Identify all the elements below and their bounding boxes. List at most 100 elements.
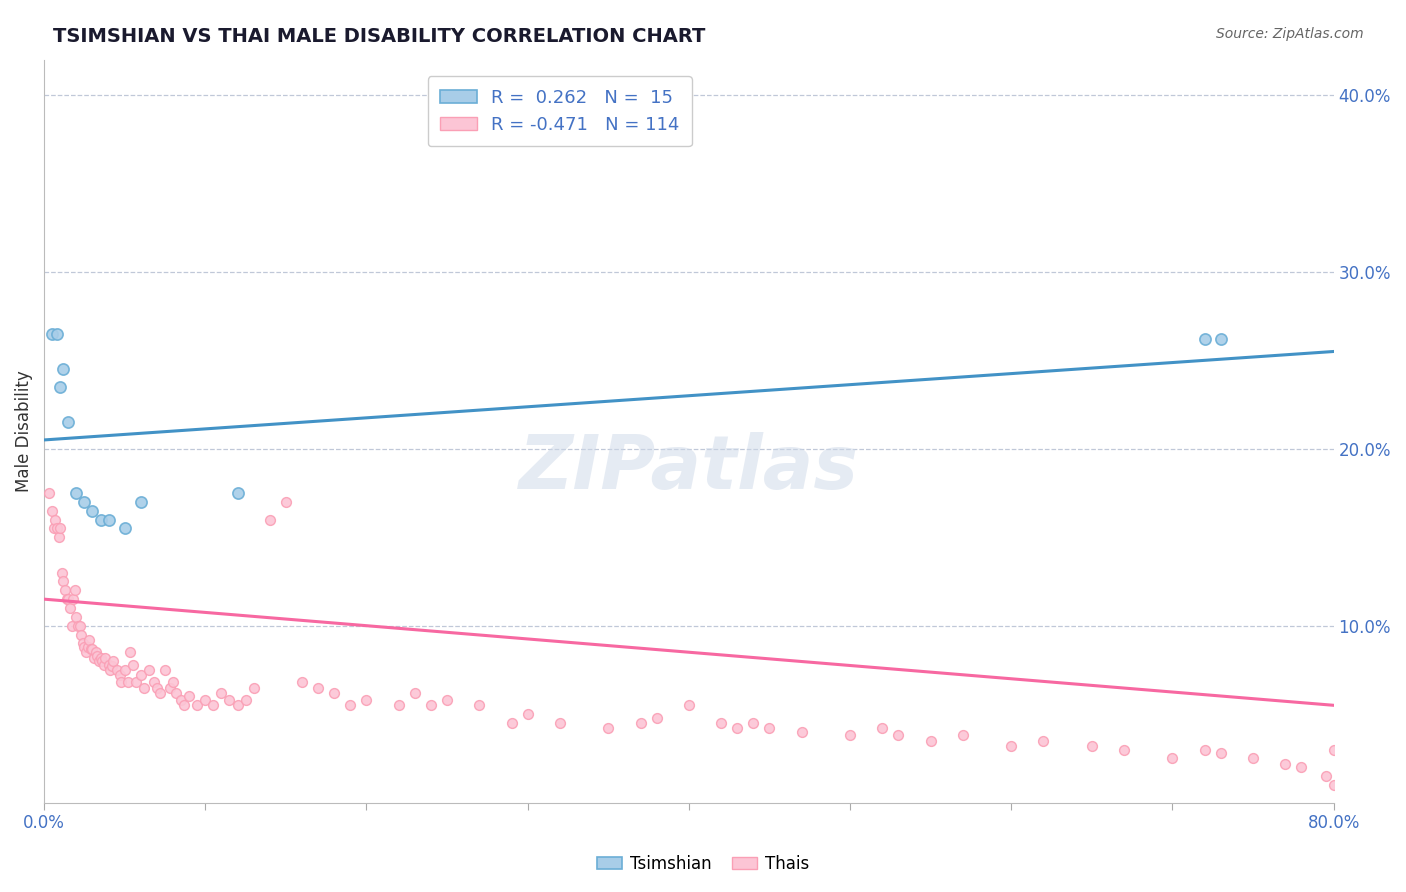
Point bbox=[38, 486, 60, 500]
Point bbox=[1323, 778, 1346, 792]
Point bbox=[468, 698, 491, 713]
Point bbox=[242, 681, 264, 695]
Point bbox=[75, 645, 97, 659]
Point bbox=[48, 530, 70, 544]
Point bbox=[186, 698, 208, 713]
Point bbox=[259, 512, 281, 526]
Point bbox=[356, 693, 378, 707]
Legend: R =  0.262   N =  15, R = -0.471   N = 114: R = 0.262 N = 15, R = -0.471 N = 114 bbox=[427, 76, 692, 146]
Point bbox=[129, 495, 152, 509]
Point bbox=[110, 675, 132, 690]
Point bbox=[60, 618, 83, 632]
Point bbox=[202, 698, 225, 713]
Point bbox=[82, 641, 104, 656]
Point bbox=[1081, 739, 1104, 753]
Point bbox=[339, 698, 361, 713]
Point bbox=[1032, 733, 1054, 747]
Point bbox=[153, 663, 176, 677]
Point bbox=[1315, 769, 1337, 783]
Point bbox=[388, 698, 411, 713]
Point bbox=[1209, 332, 1232, 346]
Point bbox=[1274, 756, 1296, 771]
Point bbox=[44, 512, 66, 526]
Point bbox=[170, 693, 193, 707]
Point bbox=[404, 686, 426, 700]
Point bbox=[887, 728, 910, 742]
Text: Source: ZipAtlas.com: Source: ZipAtlas.com bbox=[1216, 27, 1364, 41]
Point bbox=[70, 627, 93, 641]
Point bbox=[165, 686, 187, 700]
Point bbox=[118, 645, 141, 659]
Point bbox=[117, 675, 139, 690]
Point bbox=[84, 645, 107, 659]
Point bbox=[46, 326, 69, 341]
Point bbox=[82, 504, 104, 518]
Point bbox=[73, 495, 96, 509]
Point bbox=[87, 654, 110, 668]
Point bbox=[1161, 751, 1184, 765]
Point bbox=[46, 521, 69, 535]
Point bbox=[65, 486, 87, 500]
Point bbox=[235, 693, 257, 707]
Point bbox=[129, 668, 152, 682]
Point bbox=[291, 675, 314, 690]
Point bbox=[598, 721, 620, 735]
Point bbox=[420, 698, 443, 713]
Point bbox=[1291, 760, 1313, 774]
Point bbox=[52, 574, 75, 589]
Point bbox=[218, 693, 240, 707]
Point bbox=[1000, 739, 1022, 753]
Point bbox=[678, 698, 700, 713]
Text: TSIMSHIAN VS THAI MALE DISABILITY CORRELATION CHART: TSIMSHIAN VS THAI MALE DISABILITY CORREL… bbox=[53, 27, 706, 45]
Point bbox=[125, 675, 148, 690]
Point bbox=[97, 657, 120, 672]
Point bbox=[76, 640, 98, 654]
Point bbox=[98, 663, 121, 677]
Point bbox=[1112, 742, 1135, 756]
Point bbox=[1194, 742, 1216, 756]
Point bbox=[839, 728, 862, 742]
Point bbox=[89, 512, 111, 526]
Point bbox=[62, 592, 84, 607]
Point bbox=[77, 632, 100, 647]
Point bbox=[105, 663, 128, 677]
Point bbox=[114, 521, 136, 535]
Point bbox=[149, 686, 172, 700]
Point bbox=[72, 636, 94, 650]
Point bbox=[630, 716, 652, 731]
Point bbox=[226, 486, 249, 500]
Point bbox=[51, 566, 73, 580]
Point bbox=[66, 618, 89, 632]
Point bbox=[41, 504, 63, 518]
Point bbox=[114, 663, 136, 677]
Point bbox=[790, 724, 813, 739]
Point bbox=[52, 362, 75, 376]
Point bbox=[209, 686, 232, 700]
Point bbox=[159, 681, 181, 695]
Point bbox=[436, 693, 458, 707]
Point bbox=[132, 681, 155, 695]
Point bbox=[83, 650, 105, 665]
Point bbox=[758, 721, 780, 735]
Point bbox=[146, 681, 169, 695]
Point bbox=[920, 733, 942, 747]
Point bbox=[645, 711, 668, 725]
Text: ZIPatlas: ZIPatlas bbox=[519, 432, 859, 505]
Point bbox=[226, 698, 249, 713]
Legend: Tsimshian, Thais: Tsimshian, Thais bbox=[591, 848, 815, 880]
Point bbox=[1194, 332, 1216, 346]
Point bbox=[101, 659, 124, 673]
Point bbox=[93, 657, 115, 672]
Point bbox=[872, 721, 894, 735]
Point bbox=[58, 415, 80, 429]
Point bbox=[194, 693, 217, 707]
Point bbox=[49, 521, 72, 535]
Point bbox=[173, 698, 195, 713]
Point bbox=[548, 716, 571, 731]
Point bbox=[41, 326, 63, 341]
Y-axis label: Male Disability: Male Disability bbox=[15, 370, 32, 492]
Point bbox=[97, 512, 120, 526]
Point bbox=[179, 690, 201, 704]
Point bbox=[725, 721, 748, 735]
Point bbox=[952, 728, 974, 742]
